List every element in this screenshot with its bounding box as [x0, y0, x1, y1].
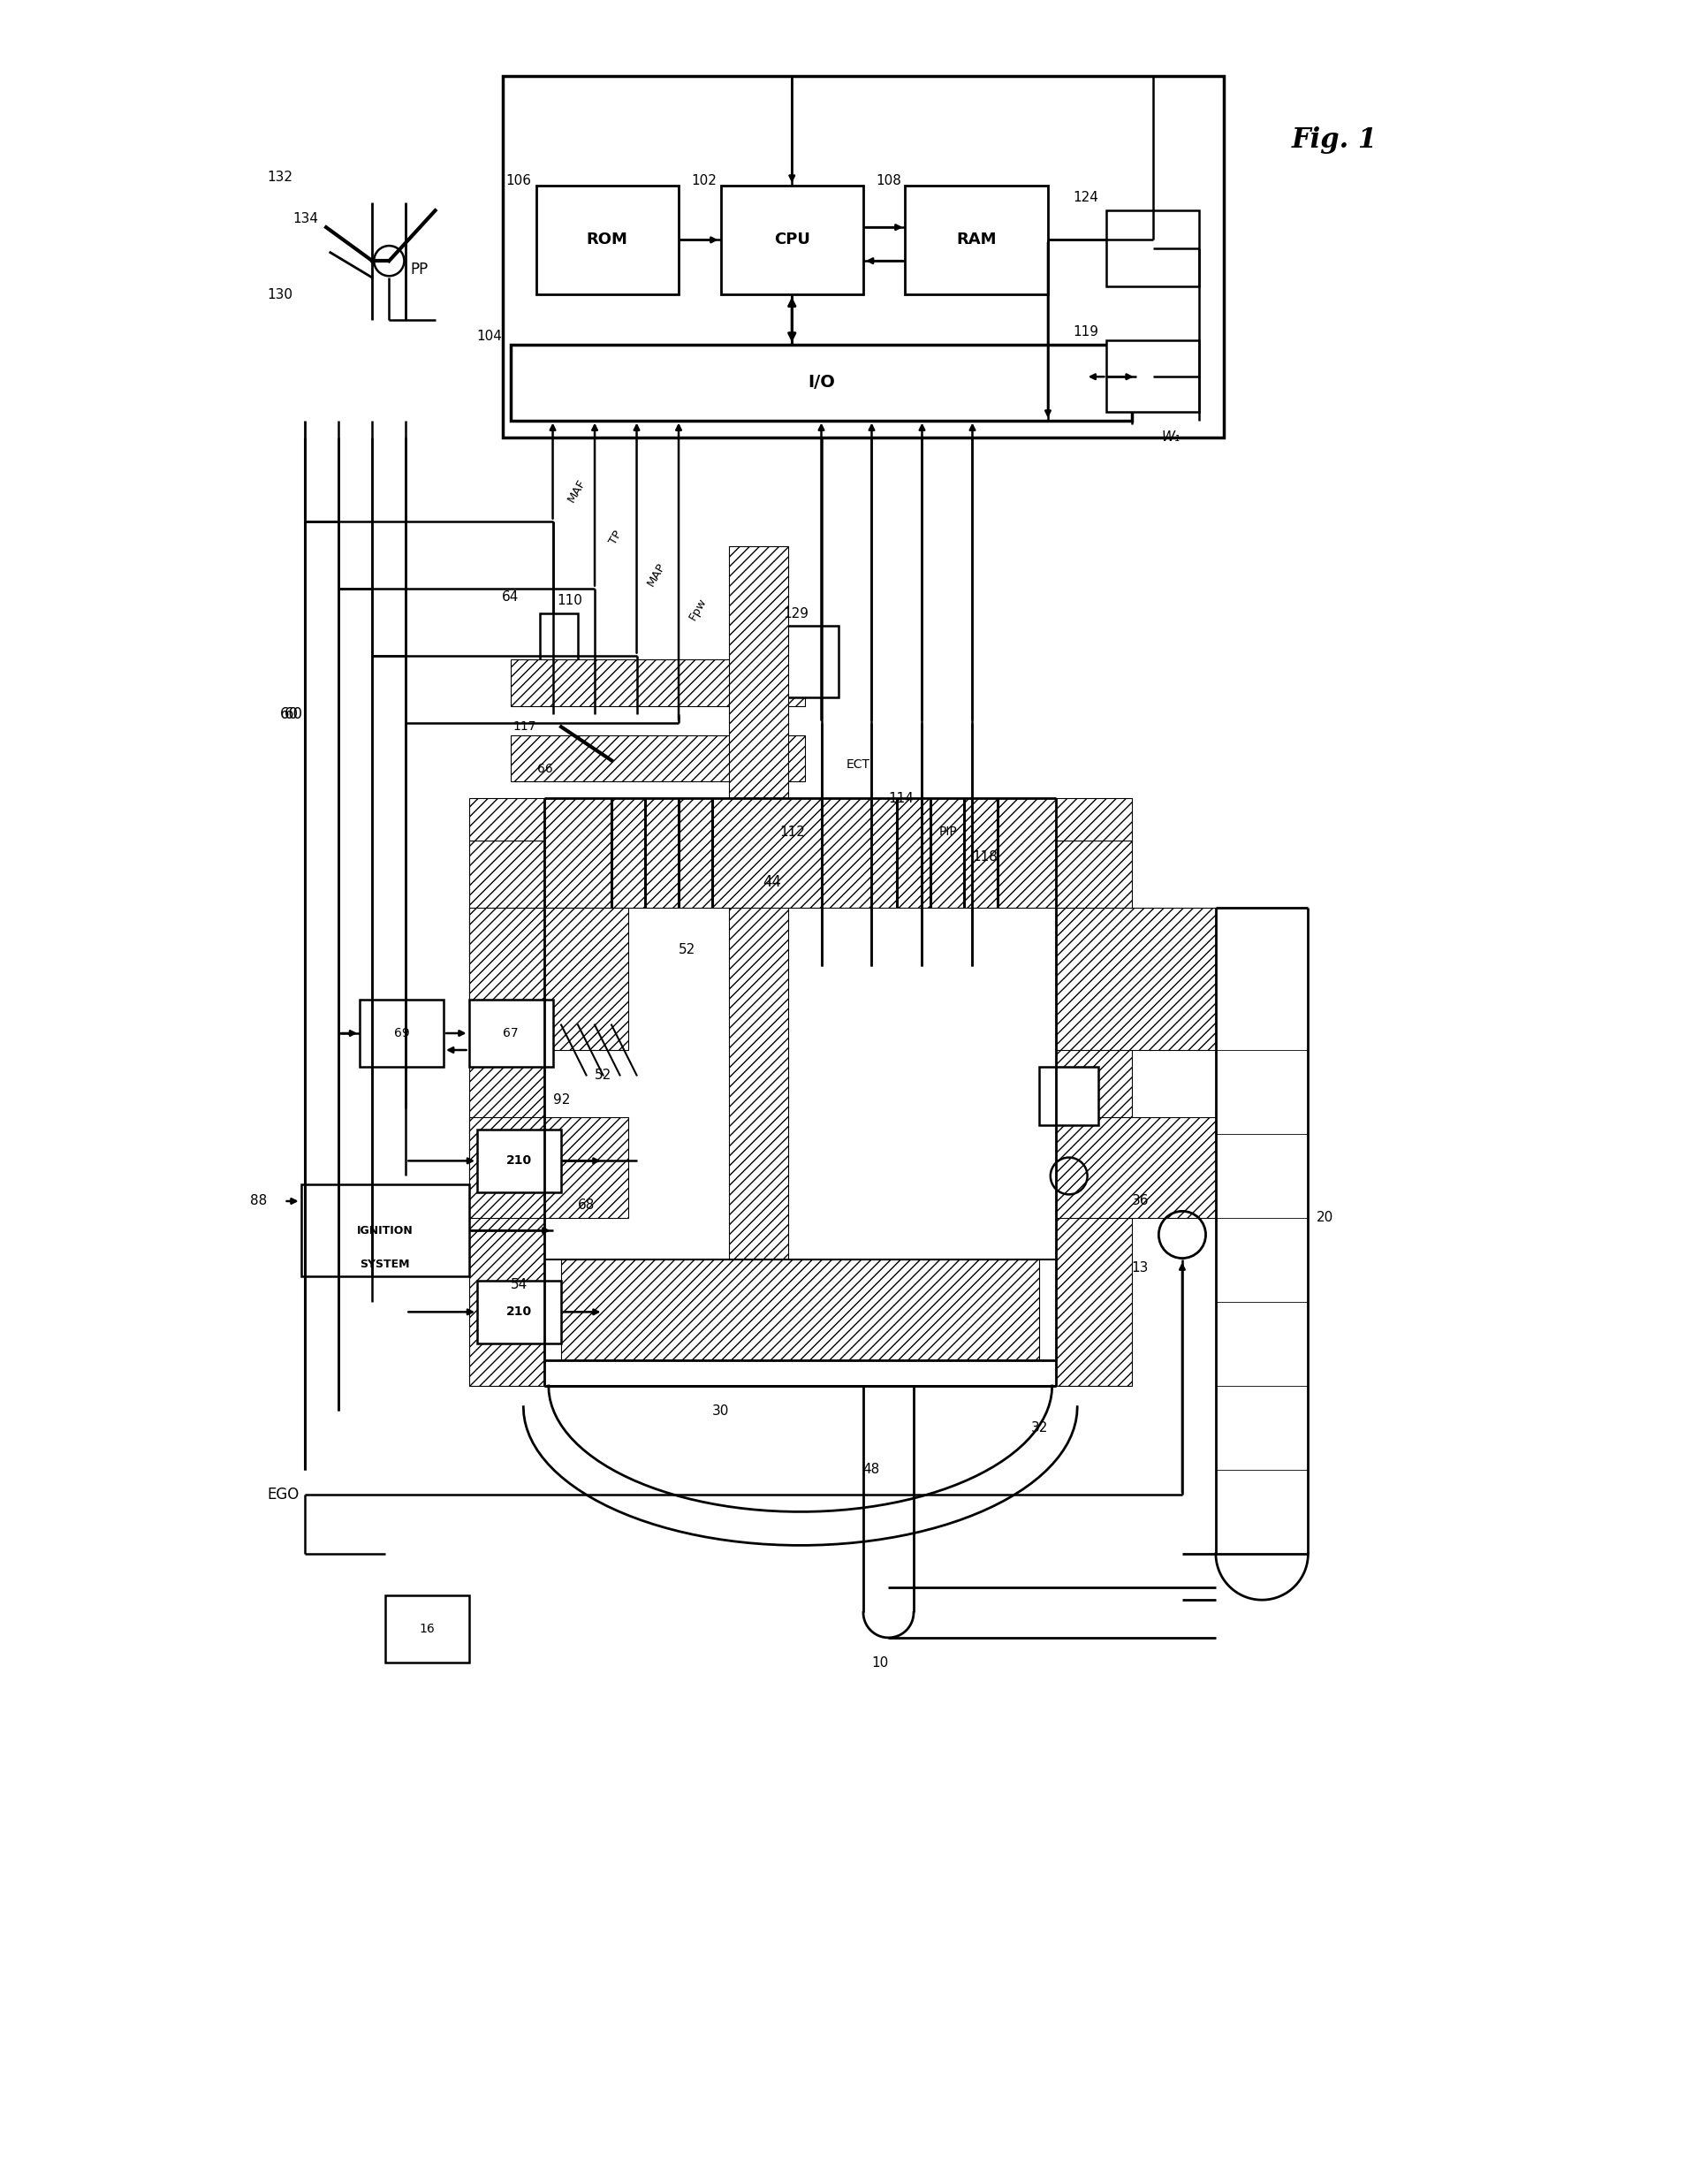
Bar — [511, 345, 1133, 419]
Bar — [384, 1597, 469, 1662]
Text: I/O: I/O — [808, 373, 835, 391]
Text: Fig. 1: Fig. 1 — [1292, 127, 1376, 153]
Text: MAP: MAP — [645, 561, 667, 587]
Text: 60: 60 — [284, 705, 303, 723]
Text: 68: 68 — [577, 1199, 594, 1212]
Text: 88: 88 — [251, 1195, 267, 1208]
Text: 32: 32 — [1031, 1422, 1048, 1435]
Text: 69: 69 — [394, 1026, 410, 1040]
Text: MAF: MAF — [565, 476, 587, 505]
Bar — [1107, 210, 1199, 286]
Text: 124: 124 — [1073, 192, 1099, 205]
Bar — [1040, 1066, 1099, 1125]
Bar — [469, 797, 1133, 841]
Text: RAM: RAM — [957, 232, 997, 247]
Bar — [770, 627, 838, 697]
Text: SYSTEM: SYSTEM — [361, 1258, 410, 1269]
Text: TP: TP — [608, 529, 625, 546]
Text: IGNITION: IGNITION — [357, 1225, 413, 1236]
Text: 44: 44 — [762, 874, 780, 891]
Text: 106: 106 — [506, 175, 532, 188]
Text: 10: 10 — [872, 1655, 889, 1669]
Bar — [359, 1000, 444, 1066]
Text: Fpw: Fpw — [687, 596, 709, 622]
Text: 48: 48 — [863, 1463, 880, 1476]
Text: CPU: CPU — [774, 232, 809, 247]
Text: 132: 132 — [267, 170, 293, 183]
Text: 134: 134 — [293, 212, 318, 225]
Text: PP: PP — [410, 262, 428, 277]
Text: 13: 13 — [1131, 1262, 1148, 1275]
Text: 130: 130 — [267, 288, 293, 301]
Text: 60: 60 — [279, 705, 298, 723]
Bar — [721, 186, 863, 295]
Bar — [1056, 1118, 1216, 1219]
Bar — [503, 76, 1224, 437]
Text: 66: 66 — [537, 762, 552, 775]
Text: 102: 102 — [691, 175, 716, 188]
Text: 108: 108 — [875, 175, 901, 188]
Bar — [469, 1118, 628, 1219]
Text: 112: 112 — [779, 826, 804, 839]
Bar — [477, 1129, 560, 1192]
Text: 67: 67 — [503, 1026, 518, 1040]
Text: 52: 52 — [679, 943, 696, 957]
Text: ECT: ECT — [846, 758, 870, 771]
Text: 16: 16 — [418, 1623, 435, 1636]
Bar — [560, 1260, 1040, 1361]
Text: 117: 117 — [513, 721, 537, 734]
Text: 119: 119 — [1073, 325, 1099, 339]
Bar — [540, 614, 577, 686]
Bar — [301, 1184, 469, 1278]
Bar — [545, 797, 1056, 906]
Text: 104: 104 — [477, 330, 503, 343]
Bar — [537, 186, 679, 295]
Text: EGO: EGO — [267, 1487, 300, 1503]
Bar — [469, 841, 545, 1387]
Text: PIP: PIP — [940, 826, 957, 839]
Bar — [1056, 841, 1133, 1387]
Text: 114: 114 — [889, 791, 914, 804]
Bar — [511, 736, 804, 782]
Text: 110: 110 — [557, 594, 582, 607]
Text: 64: 64 — [503, 590, 520, 603]
Text: 92: 92 — [552, 1094, 571, 1107]
Text: 210: 210 — [506, 1155, 532, 1166]
Bar — [1107, 341, 1199, 413]
Text: 36: 36 — [1131, 1195, 1148, 1208]
Bar — [906, 186, 1048, 295]
Bar — [1056, 906, 1216, 1051]
Text: 118: 118 — [972, 850, 997, 863]
Bar — [469, 1000, 552, 1066]
Text: 20: 20 — [1317, 1212, 1334, 1225]
Text: 52: 52 — [594, 1068, 611, 1081]
Text: 54: 54 — [511, 1278, 528, 1291]
Bar — [469, 906, 628, 1051]
Text: 210: 210 — [506, 1306, 532, 1319]
Bar — [730, 546, 787, 1302]
Text: 30: 30 — [713, 1404, 730, 1417]
Text: W₁: W₁ — [1161, 430, 1180, 443]
Bar — [511, 660, 804, 705]
Text: ROM: ROM — [586, 232, 628, 247]
Bar — [477, 1280, 560, 1343]
Text: 129: 129 — [784, 607, 809, 620]
